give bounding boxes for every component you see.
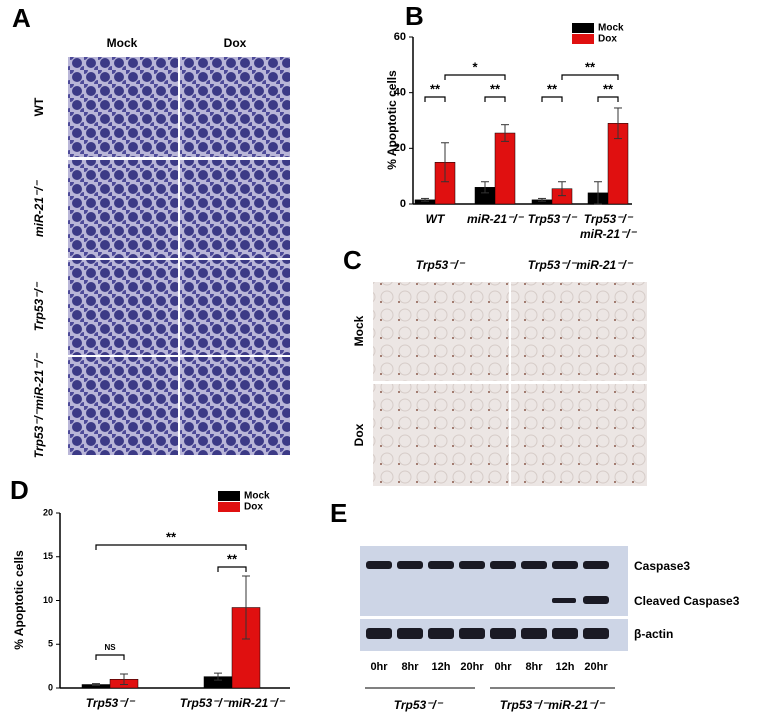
legend-label: Mock [244, 491, 270, 502]
y-tick-label: 15 [43, 551, 53, 561]
y-tick-label: 0 [400, 198, 406, 210]
significance-label: * [472, 59, 478, 74]
legend-swatch [572, 34, 594, 44]
row-label: Trp53⁻/⁻ [32, 281, 46, 331]
error-bar [594, 181, 602, 205]
panel-letter: E [330, 498, 347, 528]
error-bar [538, 197, 546, 202]
micrographs-a [68, 57, 290, 455]
error-bar [441, 142, 449, 183]
significance-bracket [444, 74, 506, 80]
column-label: Dox [224, 36, 247, 50]
significance-label: ** [166, 529, 177, 544]
error-bar [92, 683, 100, 686]
band-label: Caspase3 [634, 559, 690, 573]
column-label: Trp53⁻/⁻ [416, 258, 466, 272]
x-tick-label: WT [426, 212, 446, 226]
row-label: miR-21⁻/⁻ [32, 179, 46, 237]
significance-bracket [597, 96, 619, 102]
y-tick-label: 5 [48, 639, 53, 649]
error-bar [214, 672, 222, 681]
error-bar [501, 124, 509, 142]
lane-label: 12h [432, 661, 451, 673]
lane-label: 8hr [401, 661, 419, 673]
error-bar [242, 575, 250, 640]
legend-label: Mock [598, 23, 624, 34]
x-tick-label: Trp53⁻/⁻miR-21⁻/⁻ [580, 212, 638, 241]
significance-label: ** [227, 551, 238, 566]
legend-label: Dox [244, 502, 263, 513]
y-tick-label: 20 [394, 142, 406, 154]
significance-label: ** [603, 81, 614, 96]
x-tick-label: Trp53⁻/⁻ [528, 212, 578, 226]
x-tick-label: miR-21⁻/⁻ [467, 212, 525, 226]
legend-swatch [572, 23, 594, 33]
significance-label: ** [490, 81, 501, 96]
y-tick-label: 10 [43, 595, 53, 605]
row-label: Trp53⁻/⁻miR-21⁻/⁻ [32, 352, 46, 458]
significance-bracket [95, 544, 247, 550]
significance-bracket [217, 566, 247, 572]
y-tick-label: 0 [48, 682, 53, 692]
band-label: β-actin [634, 627, 673, 641]
lane-label: 0hr [370, 661, 388, 673]
x-tick-label: Trp53⁻/⁻ [86, 696, 136, 710]
bar [494, 132, 516, 205]
band-label: Cleaved Caspase3 [634, 594, 740, 608]
y-tick-label: 40 [394, 87, 406, 99]
column-label: Trp53⁻/⁻miR-21⁻/⁻ [528, 258, 634, 272]
panel-letter: C [343, 245, 362, 275]
y-tick-label: 20 [43, 507, 53, 517]
lane-label: 12h [556, 661, 575, 673]
legend-label: Dox [598, 34, 617, 45]
significance-bracket [95, 654, 125, 660]
significance-bracket [484, 96, 506, 102]
panel-letter: D [10, 475, 29, 505]
micrographs-c [373, 282, 647, 486]
panel-letter: B [405, 1, 424, 31]
lane-label: 20hr [584, 661, 608, 673]
row-label: Mock [352, 315, 366, 346]
panel-letter: A [12, 3, 31, 33]
significance-label: NS [104, 643, 116, 652]
significance-label: ** [585, 59, 596, 74]
y-axis-label: % Apoptotic cells [12, 550, 26, 650]
significance-bracket [424, 96, 446, 102]
group-label: Trp53⁻/⁻miR-21⁻/⁻ [500, 698, 606, 712]
group-label: Trp53⁻/⁻ [394, 698, 444, 712]
legend-swatch [218, 502, 240, 512]
significance-label: ** [547, 81, 558, 96]
error-bar [558, 181, 566, 197]
significance-label: ** [430, 81, 441, 96]
column-label: Mock [107, 36, 138, 50]
lane-label: 8hr [525, 661, 543, 673]
row-label: Dox [352, 423, 366, 446]
lane-label: 0hr [494, 661, 512, 673]
legend-swatch [218, 491, 240, 501]
error-bar [421, 197, 429, 202]
x-tick-label: Trp53⁻/⁻miR-21⁻/⁻ [180, 696, 286, 710]
significance-bracket [541, 96, 563, 102]
y-tick-label: 60 [394, 31, 406, 43]
error-bar [614, 107, 622, 140]
western-blot [360, 546, 628, 689]
error-bar [120, 673, 128, 685]
lane-label: 20hr [460, 661, 484, 673]
y-axis-label: % Apoptotic cells [385, 70, 399, 170]
error-bar [481, 181, 489, 194]
significance-bracket [561, 74, 619, 80]
row-label: WT [32, 97, 46, 116]
